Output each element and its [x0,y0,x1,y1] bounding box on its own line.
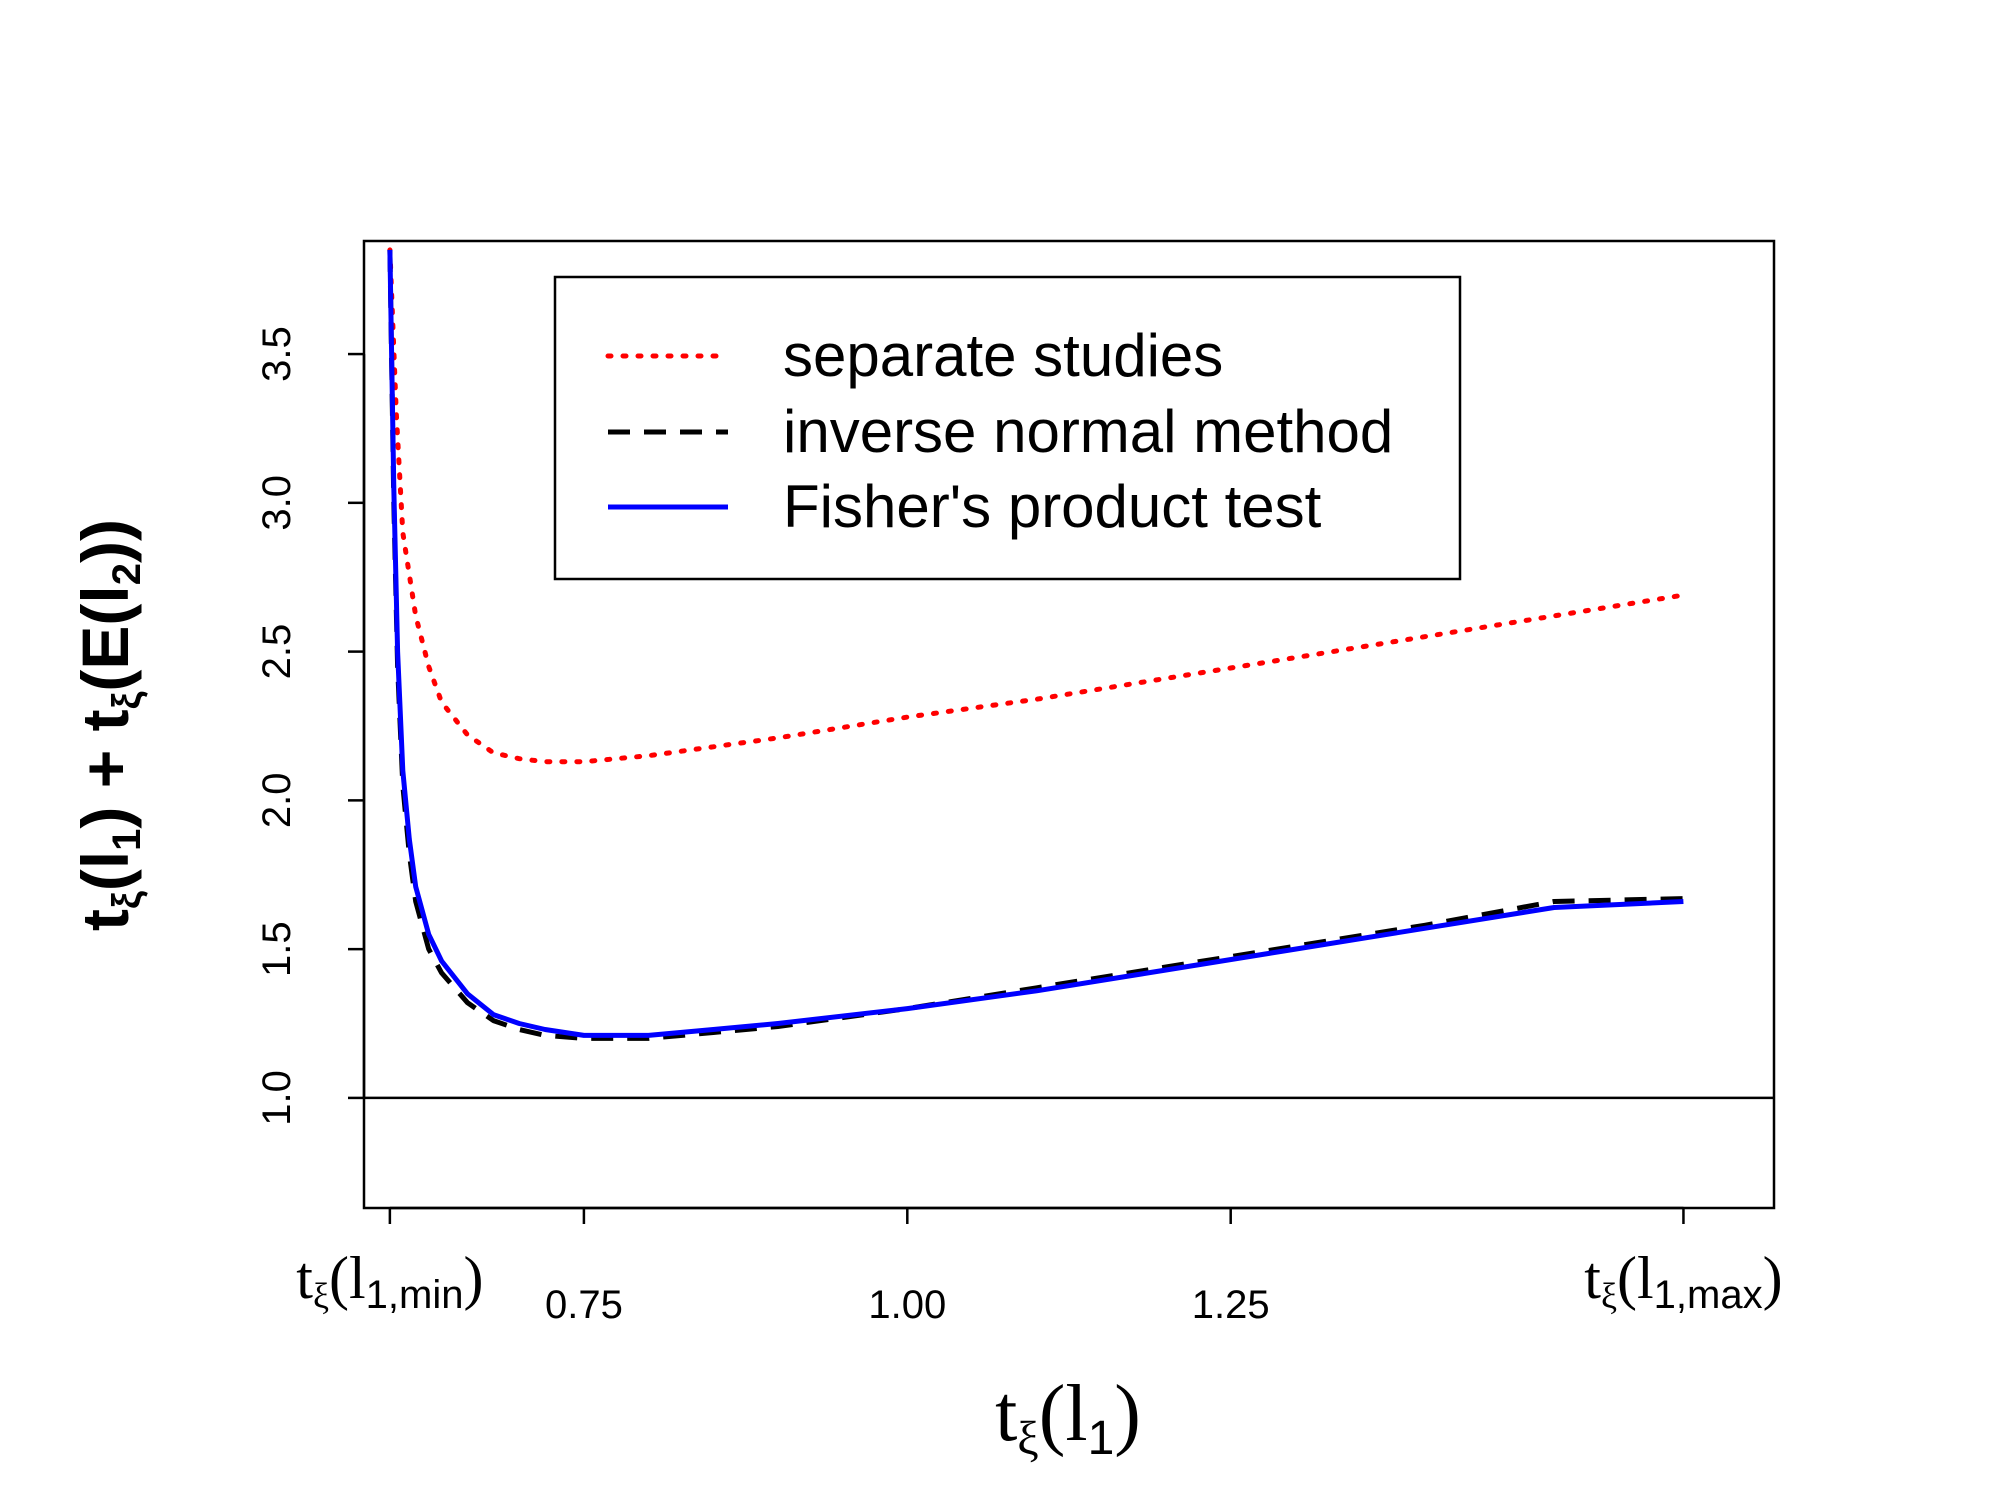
x-axis: tξ(l1,min) 0.75 1.00 1.25 tξ(l1,max) [296,1206,1783,1327]
x-tick-label: tξ(l1,max) [1584,1245,1782,1317]
series-line-fisher-s-product-test [387,249,1684,1038]
x-tick-label: 1.25 [1192,1283,1270,1327]
legend-label-separate-studies: separate studies [783,322,1223,389]
y-tick-label: 2.5 [255,624,299,680]
legend-label-fishers-product-test: Fisher's product test [783,473,1322,540]
x-tick-label: 1.00 [868,1283,946,1327]
y-tick-label: 3.5 [255,326,299,382]
y-axis: 1.0 1.5 2.0 2.5 3.0 3.5 [255,326,366,1126]
y-tick-label: 3.0 [255,475,299,531]
y-axis-title: tξ(l1) + tξ(E(l2)) [68,519,149,931]
y-tick-label: 1.0 [255,1070,299,1126]
x-tick-label: 0.75 [545,1283,623,1327]
legend: separate studies inverse normal method F… [553,275,1462,581]
x-tick-label: tξ(l1,min) [296,1245,483,1317]
y-tick-label: 1.5 [255,921,299,977]
series-layer [387,247,1686,1041]
legend-box [553,275,1462,581]
legend-label-inverse-normal-method: inverse normal method [783,398,1393,465]
x-axis-title: tξ(l1) [995,1370,1141,1465]
y-tick-label: 2.0 [255,773,299,829]
